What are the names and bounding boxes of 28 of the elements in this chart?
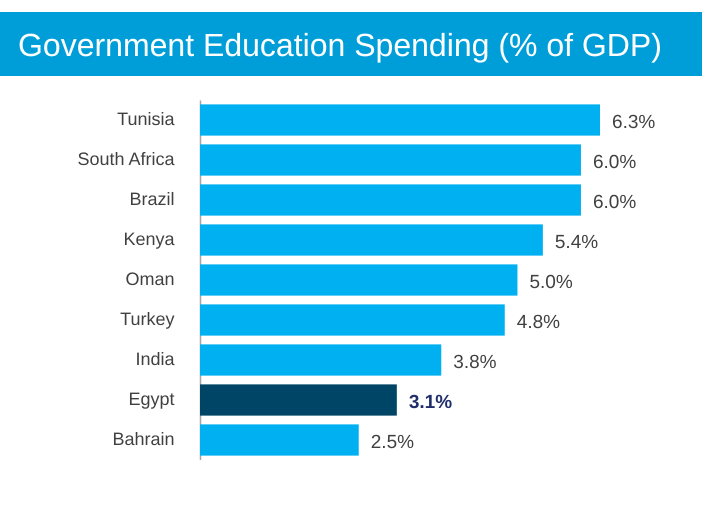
y-tick-label: Egypt xyxy=(128,389,174,409)
data-label: 5.4% xyxy=(554,232,598,253)
bar xyxy=(200,424,359,456)
bar xyxy=(200,144,581,176)
bar xyxy=(200,104,600,136)
bar xyxy=(200,224,543,256)
y-tick-label: South Africa xyxy=(77,149,176,169)
data-label: 6.3% xyxy=(612,112,656,133)
data-label: 4.8% xyxy=(516,312,560,333)
bar xyxy=(200,344,442,376)
bar xyxy=(200,304,505,336)
data-label: 3.8% xyxy=(453,352,497,373)
y-tick-label: Tunisia xyxy=(117,109,176,129)
data-label: 6.0% xyxy=(592,152,636,173)
bar xyxy=(200,184,581,216)
bar xyxy=(200,384,397,416)
y-tick-label: India xyxy=(135,349,176,369)
data-label: 5.0% xyxy=(529,272,573,293)
data-label: 2.5% xyxy=(370,432,414,453)
y-tick-label: Oman xyxy=(125,269,174,289)
chart-title: Government Education Spending (% of GDP) xyxy=(18,27,662,63)
bar xyxy=(200,264,518,296)
y-tick-label: Brazil xyxy=(129,189,174,209)
y-tick-label: Kenya xyxy=(123,229,176,249)
data-label: 6.0% xyxy=(592,192,636,213)
y-tick-label: Bahrain xyxy=(112,429,174,449)
y-tick-label: Turkey xyxy=(120,309,174,329)
data-label: 3.1% xyxy=(408,392,452,413)
